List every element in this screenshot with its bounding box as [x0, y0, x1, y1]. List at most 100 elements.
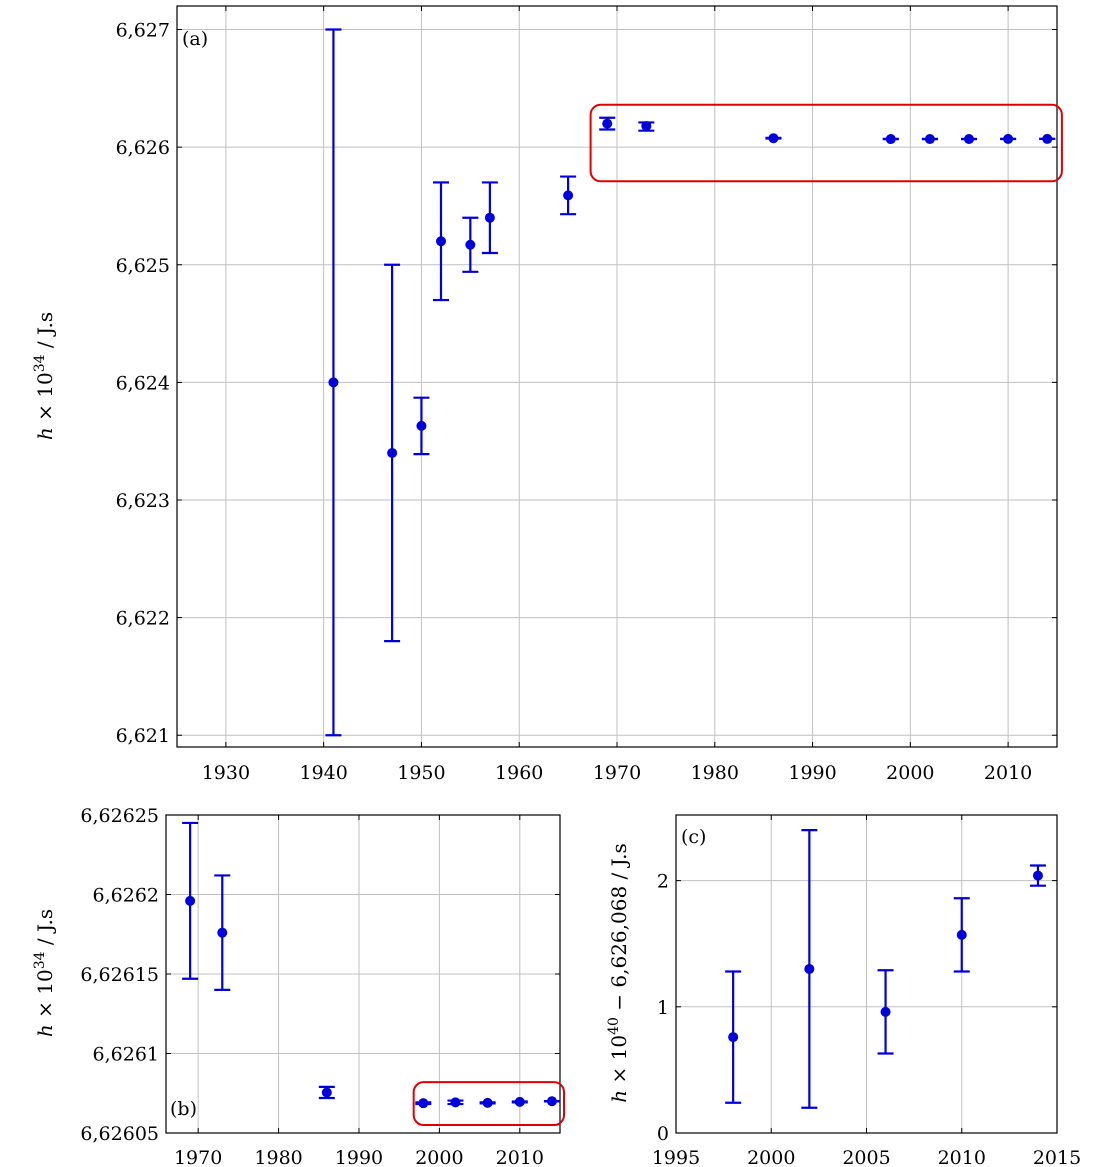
data-point	[484, 212, 495, 223]
highlight-box	[589, 103, 1063, 183]
data-point	[885, 134, 896, 145]
data-point	[387, 447, 398, 458]
x-tick-label: 1970	[174, 1147, 222, 1167]
y-axis-label-var: h	[607, 1090, 631, 1103]
data-point	[804, 963, 815, 974]
data-point	[185, 895, 196, 906]
x-tick-label: 2000	[886, 762, 934, 784]
error-bar	[725, 970, 742, 1104]
y-tick-label: 6,621	[116, 725, 170, 747]
error-bar	[921, 134, 938, 145]
y-tick-label: 6,62615	[80, 964, 159, 986]
y-axis-label-sup: 34	[32, 354, 48, 372]
data-point	[465, 239, 476, 250]
data-point	[546, 1096, 557, 1107]
x-tick-label: 1970	[593, 762, 641, 784]
x-tick-label: 1980	[254, 1147, 302, 1167]
error-bar	[447, 1097, 464, 1108]
data-point	[514, 1096, 525, 1107]
data-point	[956, 929, 967, 940]
y-tick-label: 6,624	[116, 372, 170, 394]
panel-label: (c)	[681, 826, 706, 848]
x-tick-label: 2015	[1033, 1147, 1081, 1167]
error-bar	[479, 1097, 496, 1108]
error-bar	[481, 181, 498, 255]
error-bar	[182, 821, 199, 980]
y-tick-label: 2	[657, 871, 669, 893]
data-point	[1042, 133, 1053, 144]
y-axis-label-pre: × 10	[33, 969, 57, 1024]
error-bar	[415, 1098, 432, 1109]
error-bar	[462, 216, 479, 273]
error-bar	[433, 181, 449, 302]
x-tick-label: 2010	[984, 762, 1032, 784]
y-tick-label: 6,622	[116, 608, 170, 630]
x-tick-label: 1930	[202, 762, 250, 784]
error-bar	[961, 134, 977, 145]
y-tick-label: 6,625	[116, 255, 170, 277]
data-point	[563, 190, 574, 201]
y-axis-label-pre: × 10	[607, 1035, 631, 1090]
x-tick-label: 2000	[415, 1147, 463, 1167]
error-bar	[638, 120, 655, 132]
error-bar	[882, 134, 899, 145]
error-bar	[318, 1085, 335, 1100]
y-tick-label: 6,627	[116, 20, 170, 42]
y-tick-label: 1	[657, 997, 669, 1019]
data-point	[321, 1087, 332, 1098]
error-bar	[1039, 133, 1056, 144]
data-point	[217, 927, 228, 938]
data-point	[1003, 133, 1014, 144]
y-axis-label: h × 1034 / J.s	[32, 909, 57, 1037]
y-tick-label: 6,6262	[93, 885, 159, 907]
data-point	[1032, 870, 1043, 881]
x-tick-label: 1980	[691, 762, 739, 784]
y-tick-label: 6,626	[116, 137, 170, 159]
x-tick-label: 1990	[788, 762, 836, 784]
y-axis-label-post: / J.s	[33, 909, 57, 952]
panel-c: 1995 2000 2005 2010 2015 0 1 2 h × 1040 − 6,626,…	[606, 814, 1081, 1167]
error-bar	[877, 969, 894, 1055]
y-tick-label: 6,6261	[93, 1044, 159, 1066]
y-axis-label: h × 1040 − 6,626,068 / J.s	[606, 843, 631, 1102]
data-point	[602, 118, 613, 129]
x-tick-label: 2005	[842, 1147, 890, 1167]
y-tick-label: 6,62605	[80, 1123, 159, 1145]
x-tick-label: 1990	[335, 1147, 383, 1167]
data-point	[482, 1097, 493, 1108]
x-tick-label: 1995	[652, 1147, 700, 1167]
error-bar	[560, 175, 577, 216]
data-point	[641, 120, 652, 131]
panel-label: (b)	[170, 1098, 197, 1120]
y-tick-label: 6,62625	[80, 805, 159, 827]
error-bar	[599, 116, 616, 131]
y-axis-label-post: / J.s	[33, 312, 57, 355]
highlight-box	[412, 1081, 566, 1127]
error-bar	[325, 28, 342, 737]
error-bar	[1000, 133, 1017, 144]
x-tick-label: 2010	[938, 1147, 986, 1167]
y-axis-label-var: h	[33, 1024, 57, 1037]
data-point	[418, 1098, 429, 1109]
data-point	[328, 377, 339, 388]
error-bar	[511, 1096, 528, 1107]
panel-b: 1970 1980 1990 2000 2010 6,62605 6,6261 6,62615…	[32, 805, 566, 1167]
data-point	[728, 1032, 739, 1043]
x-tick-label: 1960	[495, 762, 543, 784]
y-tick-label: 0	[657, 1123, 669, 1145]
data-point	[880, 1006, 891, 1017]
y-axis-label-pre: × 10	[33, 372, 57, 427]
error-bar	[765, 133, 782, 144]
x-tick-label: 1940	[299, 762, 347, 784]
x-tick-label: 2010	[496, 1147, 544, 1167]
error-bar	[413, 396, 430, 456]
panel-label: (a)	[182, 28, 208, 50]
data-point	[436, 236, 446, 247]
error-bar	[801, 829, 818, 1109]
error-bar	[543, 1096, 560, 1107]
y-axis-label: h × 1034 / J.s	[32, 312, 57, 440]
data-point	[768, 133, 779, 144]
panel-a: 1930 1940 1950 1960 1970 1980 1990 2000 2010 6,62…	[32, 5, 1063, 784]
error-bar	[1029, 864, 1046, 887]
